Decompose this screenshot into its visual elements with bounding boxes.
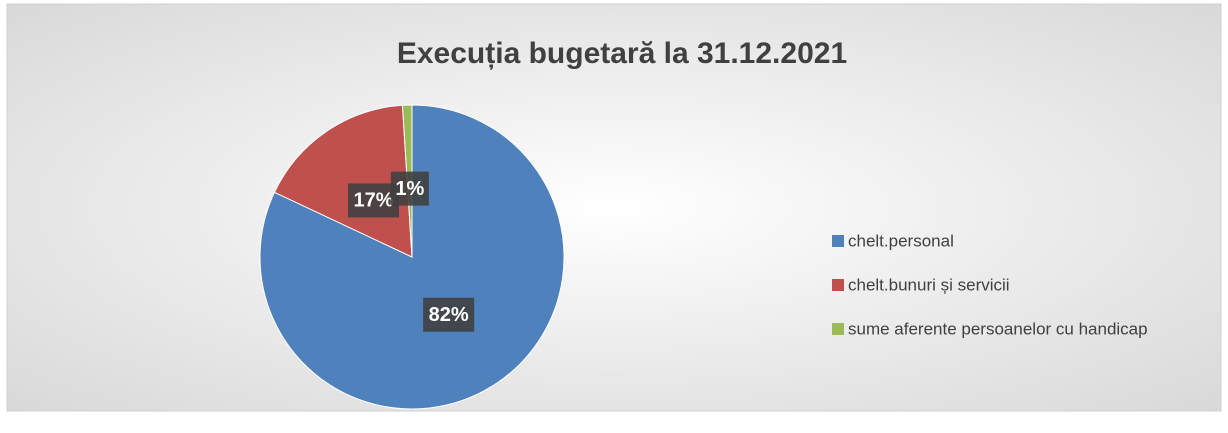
legend-swatch <box>832 323 844 335</box>
data-label-box <box>423 297 475 332</box>
legend-swatch <box>832 235 844 247</box>
legend-label: chelt.bunuri și servicii <box>848 275 1010 294</box>
chart-area <box>6 3 1222 412</box>
data-label: 82% <box>429 304 469 326</box>
data-label: 17% <box>354 190 394 212</box>
legend-label: sume aferente persoanelor cu handicap <box>848 319 1148 338</box>
data-label-box <box>390 171 429 206</box>
legend-swatch <box>832 279 844 291</box>
data-label: 1% <box>395 178 424 200</box>
pie-slice <box>273 104 413 258</box>
data-label-box <box>348 183 400 218</box>
chart-title: Execuția bugetară la 31.12.2021 <box>397 37 847 70</box>
legend-label: chelt.personal <box>848 231 954 250</box>
